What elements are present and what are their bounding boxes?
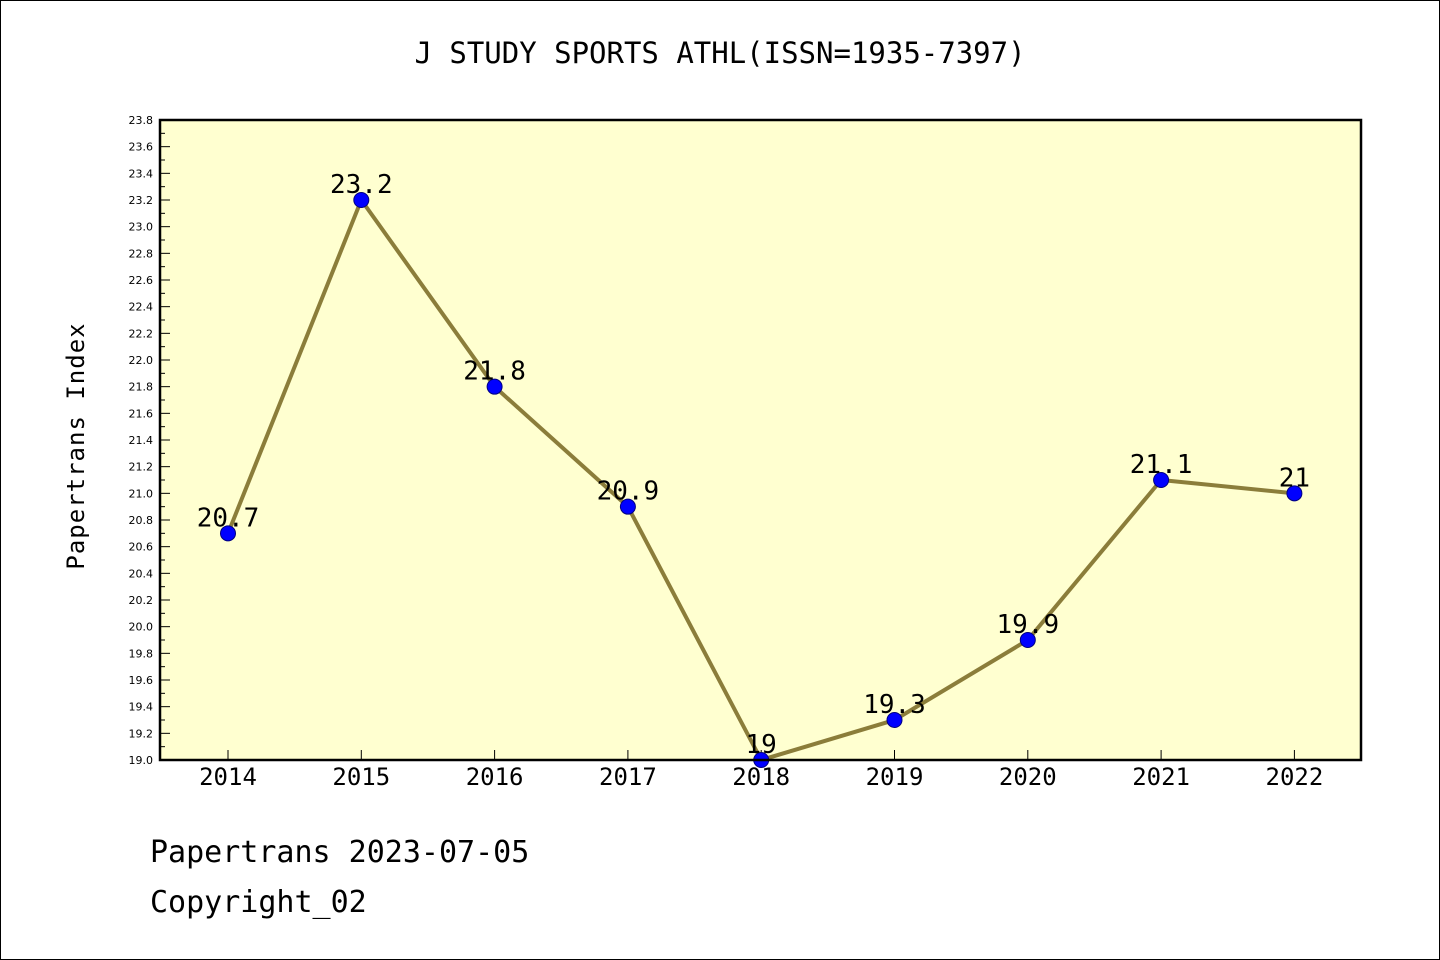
x-tick-label: 2016 xyxy=(466,763,524,791)
y-tick-label: 23.8 xyxy=(129,114,154,127)
data-label: 21 xyxy=(1279,463,1310,493)
data-point xyxy=(1153,472,1170,488)
data-label: 21.1 xyxy=(1130,450,1193,480)
data-label: 23.2 xyxy=(330,170,393,200)
x-tick-label: 2020 xyxy=(999,763,1057,791)
x-tick-label: 2019 xyxy=(866,763,924,791)
y-tick-label: 22.8 xyxy=(129,247,154,260)
data-label: 19.9 xyxy=(996,610,1059,640)
y-tick-label: 23.4 xyxy=(129,167,154,180)
y-tick-label: 21.6 xyxy=(129,407,154,420)
x-tick-label: 2017 xyxy=(599,763,657,791)
y-tick-label: 22.2 xyxy=(129,327,154,340)
data-label: 20.7 xyxy=(197,503,260,533)
y-tick-label: 19.0 xyxy=(129,754,154,767)
y-tick-label: 20.0 xyxy=(129,621,154,634)
y-tick-label: 21.0 xyxy=(129,487,154,500)
data-label: 19 xyxy=(746,730,777,760)
data-label: 19.3 xyxy=(863,690,926,720)
y-tick-label: 21.8 xyxy=(129,381,154,394)
y-tick-label: 20.2 xyxy=(129,594,154,607)
data-point xyxy=(619,498,636,515)
data-label: 20.9 xyxy=(597,477,660,507)
y-tick-label: 19.4 xyxy=(129,701,154,714)
x-tick-label: 2021 xyxy=(1132,763,1190,791)
x-tick-label: 2014 xyxy=(199,763,257,791)
plot-area xyxy=(160,120,1361,760)
footer-date: Papertrans 2023-07-05 xyxy=(150,835,530,870)
y-tick-label: 23.6 xyxy=(129,141,154,154)
y-tick-label: 19.8 xyxy=(129,647,154,660)
y-tick-label: 22.0 xyxy=(129,354,154,367)
y-tick-label: 22.4 xyxy=(129,301,154,314)
chart-title: J STUDY SPORTS ATHL(ISSN=1935-7397) xyxy=(414,36,1026,70)
y-tick-label: 20.6 xyxy=(129,541,154,554)
y-tick-label: 20.8 xyxy=(129,514,154,527)
y-tick-label: 19.6 xyxy=(129,674,154,687)
y-tick-label: 22.6 xyxy=(129,274,154,287)
x-tick-label: 2015 xyxy=(332,763,390,791)
x-tick-label: 2022 xyxy=(1266,763,1324,791)
y-tick-label: 23.2 xyxy=(129,194,154,207)
data-point xyxy=(353,192,370,208)
data-point xyxy=(1286,485,1303,502)
data-label: 21.8 xyxy=(463,357,526,387)
y-tick-label: 23.0 xyxy=(129,221,154,234)
data-point xyxy=(1019,632,1036,648)
y-tick-label: 19.2 xyxy=(129,727,154,740)
data-point xyxy=(220,525,236,542)
y-tick-label: 21.2 xyxy=(129,461,154,474)
plot-border xyxy=(158,118,1363,762)
data-point xyxy=(886,712,903,728)
footer-copyright: Copyright_02 xyxy=(150,885,367,920)
y-tick-label: 20.4 xyxy=(129,567,154,580)
y-tick-label: 21.4 xyxy=(129,434,154,447)
data-point xyxy=(486,378,503,395)
